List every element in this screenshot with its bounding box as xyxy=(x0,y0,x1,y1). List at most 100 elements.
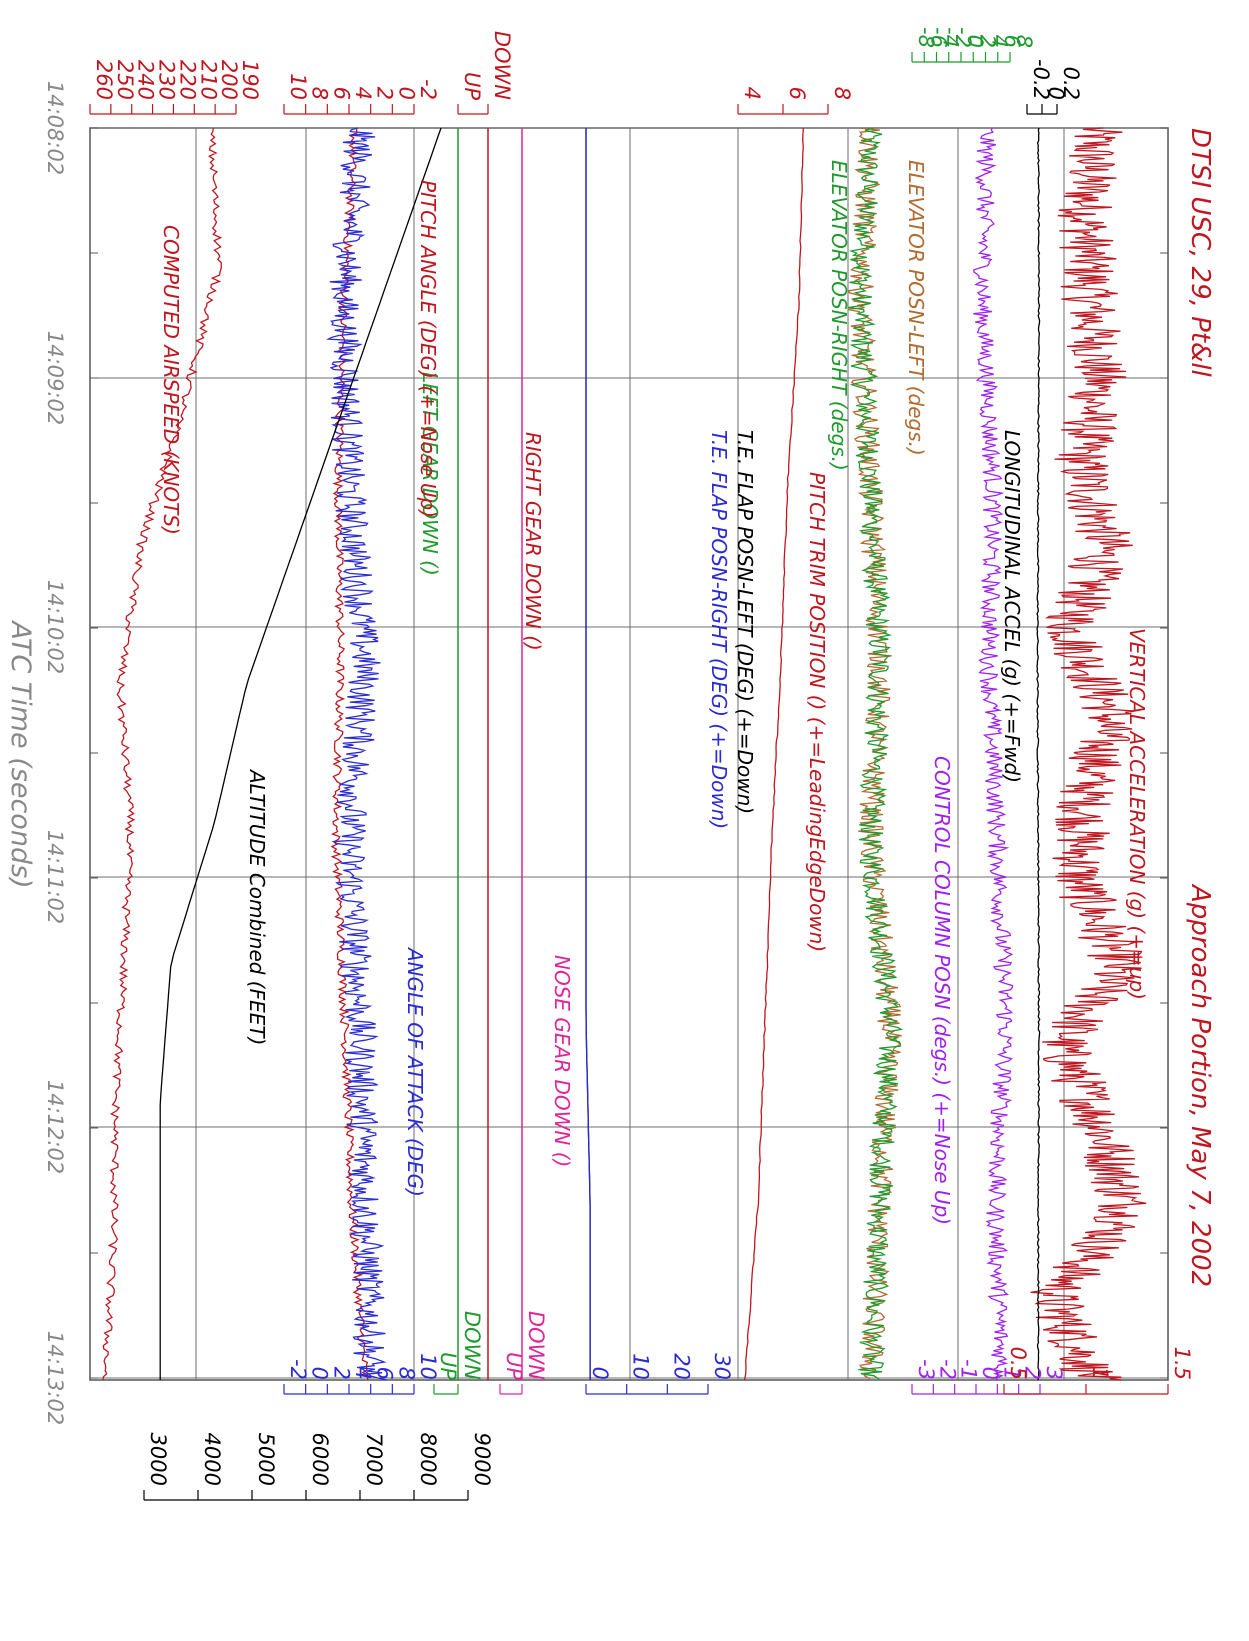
elevator-left-trace xyxy=(847,127,902,1381)
aoa-axis-tick-label: 4 xyxy=(351,1367,375,1380)
control-column-axis-tick-label: -1 xyxy=(957,1359,981,1380)
vert-accel-axis-tick-label: 0.5 xyxy=(1006,1347,1030,1380)
flap-axis-tick-label: 0 xyxy=(588,1367,612,1380)
control-column-axis-tick-label: 2 xyxy=(1021,1367,1045,1380)
pitch-axis-tick-label: 10 xyxy=(286,73,310,100)
angle-of-attack-trace xyxy=(326,127,387,1381)
altitude-axis-tick-label: 3000 xyxy=(146,1433,170,1486)
pitch-angle-trace xyxy=(330,127,369,1381)
pitch-trim-axis-tick-label: 6 xyxy=(785,87,809,100)
pitch-axis-tick-label: 8 xyxy=(308,87,332,100)
airspeed-axis-tick-label: 260 xyxy=(92,60,116,100)
control-column-axis-tick-label: 0 xyxy=(978,1367,1002,1380)
pitch-axis-tick-label: -2 xyxy=(416,79,440,100)
longitudinal-accel-label: LONGITUDINAL ACCEL (g) (+=Fwd) xyxy=(1000,430,1024,783)
left-gear-axis-tick-label: UP xyxy=(436,1352,460,1380)
pitch-trim-trace xyxy=(743,127,805,1381)
altitude-axis-tick-label: 5000 xyxy=(254,1433,278,1486)
time-tick-label: 14:10:02 xyxy=(43,580,67,674)
vertical-acceleration-label: VERTICAL ACCELERATION (g) (+=up) xyxy=(1125,628,1149,1000)
aoa-axis-tick-label: 2 xyxy=(329,1367,353,1380)
time-tick-label: 14:08:02 xyxy=(43,81,67,175)
elevator-axis-tick-label: -4 xyxy=(939,27,963,48)
time-tick-label: 14:13:02 xyxy=(43,1331,67,1425)
vertical-acceleration-trace xyxy=(1030,127,1147,1381)
elevator-left-label: ELEVATOR POSN-LEFT (degs.) xyxy=(904,160,928,456)
altitude-axis-tick-label: 9000 xyxy=(470,1433,494,1486)
flap-axis-tick-label: 30 xyxy=(710,1353,734,1380)
control-column-axis-tick-label: -3 xyxy=(914,1359,938,1380)
elevator-right-label: ELEVATOR POSN-RIGHT (degs.) xyxy=(827,160,851,471)
left-gear-axis-tick-label: DOWN xyxy=(460,1311,484,1380)
pitch-trim-axis-tick-label: 8 xyxy=(830,87,854,100)
airspeed-axis-tick-label: 200 xyxy=(217,60,241,100)
altitude-axis-tick-label: 4000 xyxy=(200,1433,224,1486)
right-gear-axis-tick-label: DOWN xyxy=(490,31,514,100)
right-gear-label: RIGHT GEAR DOWN () xyxy=(521,432,545,651)
elevator-right-trace xyxy=(847,127,904,1381)
left-gear-label: LEFT GEAR DOWN () xyxy=(418,372,442,576)
aoa-axis-tick-label: 0 xyxy=(308,1367,332,1380)
airspeed-axis-tick-label: 220 xyxy=(175,60,199,100)
time-tick-label: 14:11:02 xyxy=(43,830,67,924)
time-axis-ticks: 14:08:02 14:09:02 14:10:02 14:11:02 14:12:02… xyxy=(43,81,67,1425)
airspeed-axis-tick-label: 230 xyxy=(155,60,179,100)
vert-accel-axis-tick-label: 1.5 xyxy=(1170,1347,1194,1380)
elevator-axis-tick-label: -2 xyxy=(951,27,975,48)
aoa-axis-tick-label: 10 xyxy=(416,1353,440,1380)
control-column-label: CONTROL COLUMN POSN (degs.) (+=Nose Up) xyxy=(930,756,954,1225)
time-tick-label: 14:12:02 xyxy=(43,1080,67,1174)
long-accel-axis-tick-label: -0.2 xyxy=(1029,59,1053,100)
control-column-trace xyxy=(973,127,1014,1381)
elevator-axis-tick-label: -6 xyxy=(926,27,950,48)
airspeed-axis-tick-label: 190 xyxy=(238,60,262,100)
long-accel-axis-tick-label: 0.2 xyxy=(1059,67,1083,100)
chart-title-partial-right: Approach Portion, May 7, 2002 xyxy=(1185,883,1215,1287)
series-labels: VERTICAL ACCELERATION (g) (+=up) LONGITUD… xyxy=(159,160,1149,1225)
longitudinal-accel-trace xyxy=(1036,127,1041,1381)
time-axis-title: ATC Time (seconds) xyxy=(5,619,36,888)
airspeed-trace xyxy=(102,127,223,1381)
control-column-axis-tick-label: 3 xyxy=(1042,1367,1066,1380)
pitch-axis-tick-label: 0 xyxy=(394,87,418,100)
altitude-axis-tick-label: 8000 xyxy=(416,1433,440,1486)
angle-of-attack-label: ANGLE OF ATTACK (DEG) xyxy=(403,946,427,1197)
elevator-axis-tick-label: 0 xyxy=(963,35,987,48)
flap-axis-tick-label: 20 xyxy=(669,1353,693,1380)
airspeed-axis-tick-label: 250 xyxy=(113,60,137,100)
airspeed-label: COMPUTED AIRSPEED (KNOTS) xyxy=(159,225,183,535)
elevator-axis-tick-label: 4 xyxy=(988,35,1012,48)
elevator-axis-tick-label: 6 xyxy=(1000,35,1024,48)
aoa-axis-tick-label: 8 xyxy=(394,1367,418,1380)
flap-left-label: T.E. FLAP POSN-LEFT (DEG) (+=Down) xyxy=(733,430,757,814)
altitude-trace xyxy=(159,127,442,1380)
altitude-axis-tick-label: 7000 xyxy=(362,1433,386,1486)
pitch-angle-label: PITCH ANGLE (DEG) (+=Nose Up) xyxy=(416,180,440,518)
flap-axis-tick-label: 10 xyxy=(629,1353,653,1380)
vert-accel-axis-tick-label: 1 xyxy=(1088,1367,1112,1380)
aoa-axis-tick-label: -2 xyxy=(286,1359,310,1380)
chart-title-partial: DTSI USC, 29, Pt&ll xyxy=(1185,128,1215,378)
elevator-axis-tick-label: -8 xyxy=(914,27,938,48)
airspeed-axis-tick-label: 240 xyxy=(134,60,158,100)
nose-gear-label: NOSE GEAR DOWN () xyxy=(550,955,574,1167)
aoa-axis-tick-label: 6 xyxy=(373,1367,397,1380)
flap-right-label: T.E. FLAP POSN-RIGHT (DEG) (+=Down) xyxy=(707,430,731,829)
long-accel-axis-tick-label: 0 xyxy=(1044,87,1068,100)
nose-gear-axis-tick-label: UP xyxy=(502,1352,526,1380)
altitude-label: ALTITUDE Combined (FEET) xyxy=(245,768,269,1045)
control-column-axis-tick-label: -2 xyxy=(935,1359,959,1380)
pitch-trim-label: PITCH TRIM POSITION () (+=LeadingEdgeDow… xyxy=(805,472,829,952)
right-gear-axis-tick-label: UP xyxy=(460,72,484,100)
flap-right-trace xyxy=(585,128,591,1380)
data-traces xyxy=(102,127,1147,1381)
control-column-axis-tick-label: 1 xyxy=(999,1367,1023,1380)
airspeed-axis-tick-label: 210 xyxy=(196,60,220,100)
elevator-axis-tick-label: 8 xyxy=(1012,35,1036,48)
nose-gear-axis-tick-label: DOWN xyxy=(524,1311,548,1380)
altitude-axis-tick-label: 6000 xyxy=(308,1433,332,1486)
pitch-axis-tick-label: 2 xyxy=(373,87,397,100)
